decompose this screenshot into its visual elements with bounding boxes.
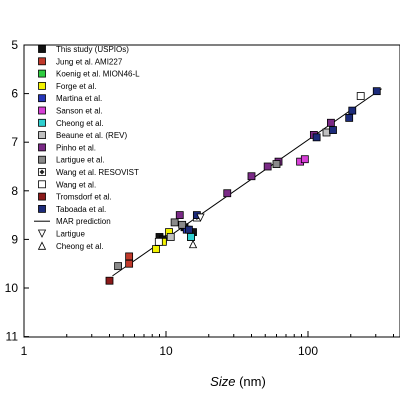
x-axis-title-main: Size — [210, 374, 235, 389]
legend-label: Tromsdorf et al. — [56, 193, 112, 202]
data-point — [272, 160, 281, 168]
legend-marker — [38, 192, 46, 201]
x-tick-label: 10 — [159, 344, 173, 358]
data-point — [372, 87, 381, 96]
data-point — [175, 211, 184, 220]
data-point — [105, 276, 114, 285]
data-point — [125, 259, 134, 268]
legend-label: MAR prediction — [56, 217, 111, 226]
legend-marker — [38, 131, 46, 140]
legend-marker — [38, 45, 46, 53]
y-tick-label: 9 — [11, 232, 18, 246]
legend-marker-fill — [39, 169, 45, 175]
data-point — [356, 92, 365, 100]
data-point — [345, 114, 354, 122]
legend-label: Lartigue — [56, 230, 85, 239]
x-axis: 1 10 100 — [21, 331, 394, 358]
y-tick-label: 8 — [11, 184, 18, 198]
legend-label: Koenig et al. MION46-L — [56, 70, 140, 79]
data-point — [223, 189, 232, 198]
data-point — [185, 225, 193, 234]
data-point — [300, 155, 309, 164]
legend-label: Lartigue et al. — [56, 156, 104, 165]
legend-marker — [37, 241, 47, 250]
legend-label: Beaune et al. (REV) — [56, 131, 127, 140]
legend-label: Cheong et al. — [56, 119, 104, 128]
legend-marker — [38, 118, 46, 127]
legend-marker — [38, 155, 46, 164]
y-axis: 5 6 7 8 9 10 11 — [5, 38, 29, 344]
data-point — [125, 252, 134, 261]
legend-label: Jung et al. AMI227 — [56, 57, 123, 66]
legend-label: Martina et al. — [56, 94, 102, 103]
x-axis-title-unit: (nm) — [235, 374, 265, 389]
legend-marker — [37, 229, 47, 238]
y-tick-label: 11 — [6, 330, 19, 344]
x-axis-title: Size (nm) — [210, 374, 266, 389]
legend-label: Wang et al. RESOVIST — [56, 168, 139, 177]
data-point — [247, 172, 256, 181]
x-tick-label: 1 — [21, 344, 28, 358]
data-point — [152, 245, 160, 254]
legend-label: Wang et al. — [56, 180, 96, 189]
y-tick-label: 10 — [5, 281, 19, 295]
legend-label: Taboada et al. — [56, 205, 106, 214]
x-tick-label: 100 — [298, 344, 318, 358]
legend-label: This study (USPIOs) — [56, 45, 129, 54]
data-point — [187, 233, 195, 241]
legend-marker — [38, 106, 46, 115]
data-point — [114, 262, 123, 271]
legend-marker — [38, 180, 46, 189]
y-tick-label: 7 — [11, 135, 18, 149]
data-point — [348, 106, 357, 115]
legend-marker — [38, 168, 46, 176]
legend: This study (USPIOs) Jung et al. AMI227 Koe… — [34, 45, 140, 251]
data-point — [322, 128, 331, 137]
legend-label: Sanson et al. — [56, 107, 103, 116]
data-point — [188, 239, 198, 249]
data-point — [178, 220, 187, 229]
data-point — [329, 126, 337, 134]
y-tick-label: 6 — [11, 87, 18, 101]
data-point — [166, 233, 175, 241]
legend-label: Pinho et al. — [56, 143, 96, 152]
data-points-layer — [105, 87, 381, 285]
legend-marker — [38, 94, 46, 103]
data-point — [170, 218, 179, 227]
legend-marker — [38, 143, 46, 152]
data-point — [312, 133, 321, 142]
data-point — [154, 237, 163, 246]
legend-marker — [38, 204, 46, 213]
data-point — [263, 162, 272, 171]
legend-label: Cheong et al. — [56, 242, 104, 251]
legend-marker — [38, 82, 46, 90]
data-point — [196, 213, 205, 222]
legend-marker — [38, 57, 46, 66]
data-point — [327, 118, 335, 127]
legend-label: Forge et al. — [56, 82, 96, 91]
y-tick-label: 5 — [11, 38, 18, 52]
legend-marker — [38, 69, 46, 78]
